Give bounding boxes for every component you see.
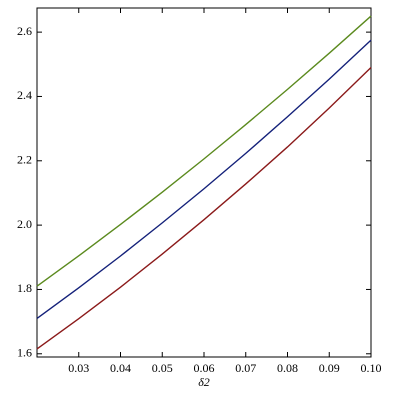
x-tick-label: 0.04 [110,361,131,375]
y-tick-label: 1.6 [17,346,32,360]
y-tick-label: 2.6 [17,24,32,38]
x-tick-label: 0.10 [361,361,382,375]
x-tick-label: 0.06 [194,361,215,375]
series-line [36,15,372,287]
series-line [36,39,372,319]
y-tick-label: 2.4 [17,88,32,102]
x-tick-label: 0.09 [319,361,340,375]
x-tick-label: 0.03 [68,361,89,375]
series-line [36,67,372,350]
x-tick-label: 0.05 [152,361,173,375]
x-tick-label: 0.08 [277,361,298,375]
x-axis-label: δ2 [198,375,210,389]
x-tick-label: 0.07 [235,361,256,375]
y-tick-label: 2.0 [17,217,32,231]
y-tick-label: 2.2 [17,153,32,167]
y-tick-label: 1.8 [17,281,32,295]
